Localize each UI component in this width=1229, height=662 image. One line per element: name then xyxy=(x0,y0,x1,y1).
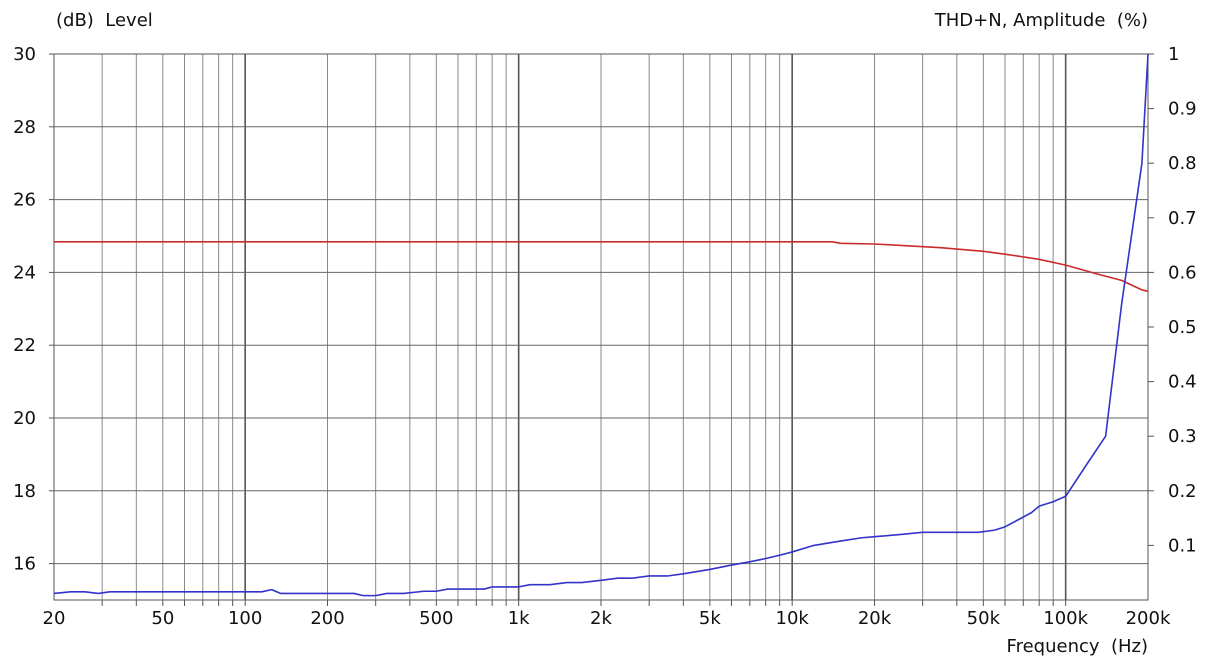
right-axis-label: THD+N, Amplitude (%) xyxy=(934,10,1148,31)
thd-series-line xyxy=(53,53,1149,597)
y-right-tick-label: 1 xyxy=(1168,44,1179,65)
x-axis-label: Frequency (Hz) xyxy=(1006,636,1148,657)
y-left-tick-label: 24 xyxy=(13,262,36,283)
y-right-tick-label: 0.4 xyxy=(1168,372,1197,393)
x-tick-label: 1k xyxy=(508,608,530,629)
x-tick-label: 200 xyxy=(310,608,344,629)
x-tick-label: 100 xyxy=(228,608,262,629)
x-tick-labels: 20 50 100 200 500 1k 2k 5k 10k 20k 50k 100k 200k xyxy=(43,608,1171,629)
y-left-tick-label: 28 xyxy=(13,117,36,138)
x-tick-label: 20 xyxy=(43,608,66,629)
y-right-tick-label: 0.5 xyxy=(1168,317,1197,338)
left-axis-label: (dB) Level xyxy=(56,10,153,31)
x-tick-label: 100k xyxy=(1043,608,1088,629)
minor-grid xyxy=(101,54,1054,600)
tick-marks xyxy=(49,53,1154,606)
y-left-tick-label: 20 xyxy=(13,408,36,429)
x-tick-label: 200k xyxy=(1126,608,1171,629)
x-tick-label: 5k xyxy=(699,608,721,629)
x-tick-label: 20k xyxy=(858,608,892,629)
x-tick-label: 50k xyxy=(967,608,1001,629)
y-right-tick-label: 0.7 xyxy=(1168,208,1197,229)
major-grid xyxy=(54,54,1148,600)
left-tick-labels: 16 18 20 22 24 26 28 30 xyxy=(13,44,36,575)
y-right-tick-label: 0.8 xyxy=(1168,153,1197,174)
y-right-tick-label: 0.9 xyxy=(1168,99,1197,120)
x-tick-label: 10k xyxy=(776,608,810,629)
y-right-tick-label: 0.1 xyxy=(1168,535,1197,556)
y-left-tick-label: 18 xyxy=(13,481,36,502)
x-tick-label: 2k xyxy=(590,608,612,629)
y-right-tick-label: 0.6 xyxy=(1168,262,1197,283)
y-left-tick-label: 16 xyxy=(13,554,36,575)
y-right-tick-label: 0.3 xyxy=(1168,426,1197,447)
y-right-tick-label: 0.2 xyxy=(1168,481,1197,502)
x-tick-label: 50 xyxy=(151,608,174,629)
right-tick-labels: 0.1 0.2 0.3 0.4 0.5 0.6 0.7 0.8 0.9 1 xyxy=(1168,44,1197,556)
series-layer xyxy=(53,53,1149,597)
y-left-tick-label: 26 xyxy=(13,190,36,211)
level-series-line xyxy=(54,241,1149,293)
y-left-tick-label: 30 xyxy=(13,44,36,65)
y-left-tick-label: 22 xyxy=(13,335,36,356)
x-tick-label: 500 xyxy=(419,608,453,629)
